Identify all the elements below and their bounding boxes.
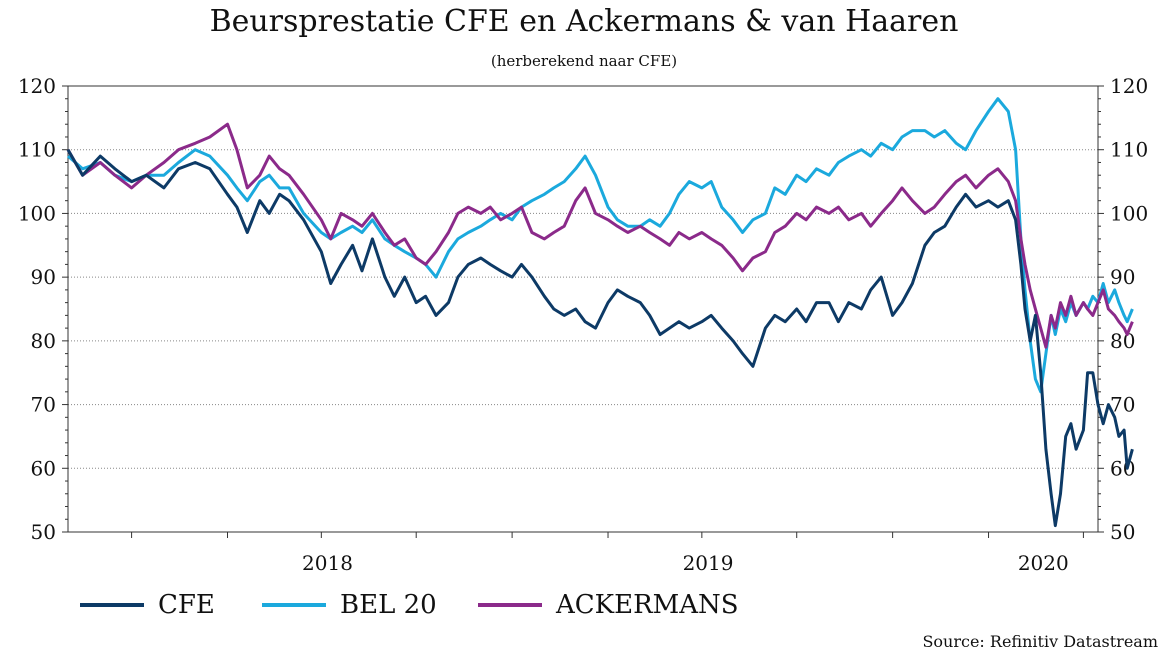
chart-subtitle: (herberekend naar CFE)	[490, 52, 678, 70]
legend-label-cfe: CFE	[158, 590, 215, 620]
legend-label-ackermans: ACKERMANS	[556, 590, 739, 620]
legend-item-bel20: BEL 20	[262, 590, 437, 620]
y-tick-label-right: 100	[1110, 201, 1148, 225]
plot-frame	[67, 85, 1099, 533]
legend-label-bel20: BEL 20	[340, 590, 437, 620]
y-tick-label-right: 90	[1110, 265, 1135, 289]
y-tick-label-left: 110	[18, 138, 56, 162]
chart-title: Beursprestatie CFE en Ackermans & van Ha…	[209, 4, 959, 39]
legend-item-cfe: CFE	[80, 590, 215, 620]
y-tick-label-left: 120	[18, 74, 56, 98]
y-tick-label-right: 50	[1110, 520, 1135, 544]
series-line-cfe	[66, 148, 1134, 528]
y-tick-label-right: 80	[1110, 329, 1135, 353]
legend-item-ackermans: ACKERMANS	[478, 590, 739, 620]
y-tick-label-right: 60	[1110, 456, 1135, 480]
source-note: Source: Refinitiv Datastream	[922, 632, 1158, 651]
y-tick-label-left: 100	[18, 201, 56, 225]
y-tick-label-left: 60	[31, 456, 56, 480]
y-tick-label-left: 70	[31, 393, 56, 417]
x-tick-label: 2018	[302, 551, 353, 575]
series-line-ackermans	[66, 122, 1134, 349]
legend-swatch-ackermans	[478, 603, 542, 607]
x-tick-label: 2019	[683, 551, 734, 575]
legend-swatch-cfe	[80, 603, 144, 607]
y-tick-label-left: 50	[31, 520, 56, 544]
y-tick-label-right: 110	[1110, 138, 1148, 162]
legend-swatch-bel20	[262, 603, 326, 607]
y-tick-label-right: 70	[1110, 393, 1135, 417]
x-tick-label: 2020	[1018, 551, 1069, 575]
series-line-bel20	[67, 97, 1134, 394]
y-tick-label-left: 90	[31, 265, 56, 289]
y-tick-label-right: 120	[1110, 74, 1148, 98]
y-tick-label-left: 80	[31, 329, 56, 353]
